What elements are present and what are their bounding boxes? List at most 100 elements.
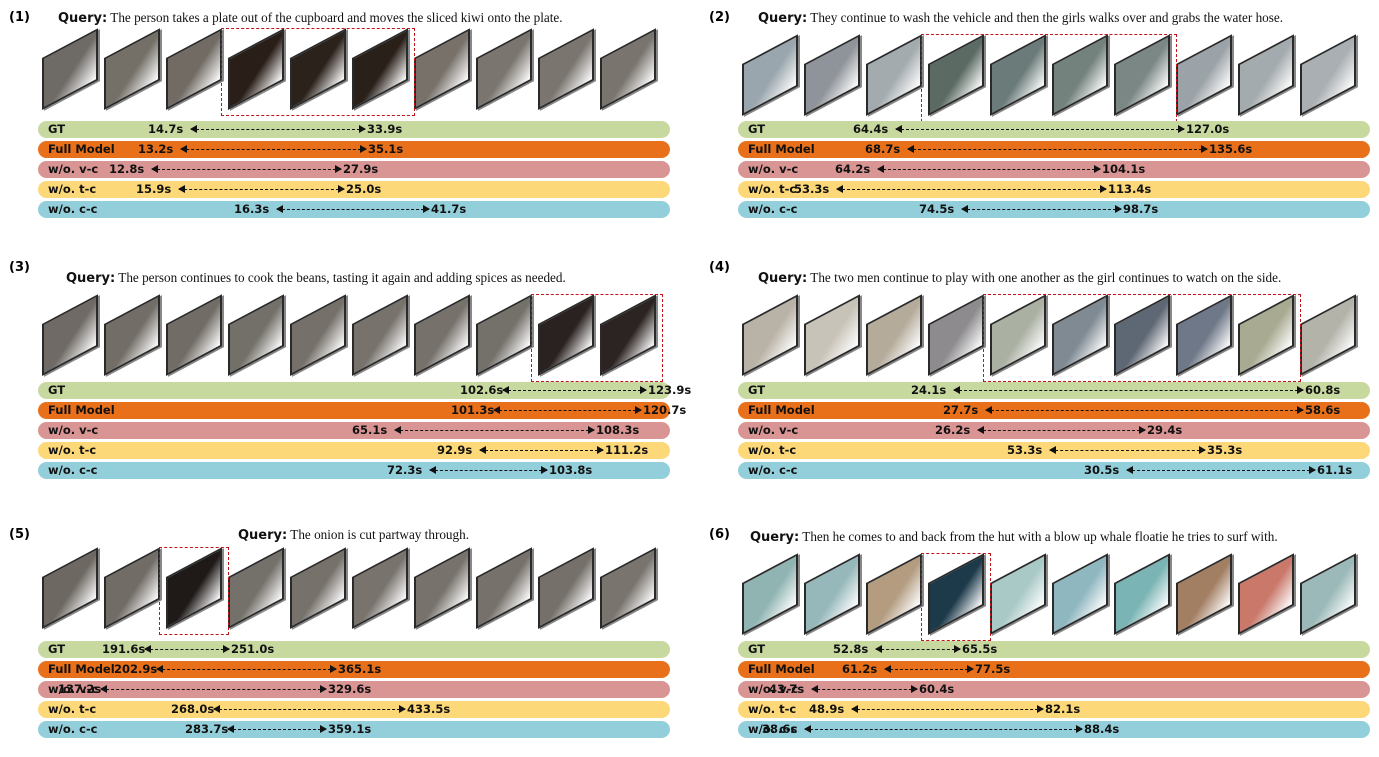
video-frame-thumbnail xyxy=(166,294,222,376)
example-panel-5: (5) Query: The onion is cut partway thro… xyxy=(9,517,678,757)
end-time-label: 25.0s xyxy=(346,182,382,196)
interval-arrow xyxy=(502,386,647,394)
video-frame-thumbnail xyxy=(600,28,656,110)
start-time-label: 137.2s xyxy=(58,682,102,696)
start-time-label: 64.4s xyxy=(853,122,889,136)
query-text: Query: The person continues to cook the … xyxy=(66,270,566,286)
start-time-label: 30.5s xyxy=(1084,463,1120,477)
video-frame-thumbnail xyxy=(1114,553,1170,635)
ground-truth-frames-highlight xyxy=(531,294,663,382)
video-frame-thumbnail xyxy=(290,294,346,376)
interval-arrow xyxy=(479,446,604,454)
video-frame-thumbnail xyxy=(928,294,984,376)
video-frames xyxy=(38,28,670,120)
end-time-label: 58.6s xyxy=(1305,403,1341,417)
row-label: w/o. v-c xyxy=(48,162,99,176)
row-label: GT xyxy=(48,122,66,136)
end-time-label: 88.4s xyxy=(1084,722,1120,736)
prediction-row: w/o. v-c 137.2s 329.6s xyxy=(38,681,670,698)
row-label: w/o. c-c xyxy=(748,463,798,477)
end-time-label: 61.1s xyxy=(1317,463,1353,477)
end-time-label: 41.7s xyxy=(431,202,467,216)
row-label: Full Model xyxy=(48,142,115,156)
end-time-label: 365.1s xyxy=(338,662,382,676)
prediction-row: GT 191.6s 251.0s xyxy=(38,641,670,658)
row-label: w/o. v-c xyxy=(748,682,799,696)
end-time-label: 108.3s xyxy=(596,423,640,437)
row-label: w/o. t-c xyxy=(748,182,797,196)
row-label: GT xyxy=(748,383,766,397)
example-panel-4: (4) Query: The two men continue to play … xyxy=(709,258,1378,498)
video-frame-thumbnail xyxy=(42,28,98,110)
video-frame-thumbnail xyxy=(104,294,160,376)
start-time-label: 16.3s xyxy=(234,202,270,216)
prediction-row: GT 52.8s 65.5s xyxy=(738,641,1370,658)
panel-number: (2) xyxy=(709,10,730,25)
row-label: Full Model xyxy=(748,403,815,417)
prediction-row: Full Model 202.9s 365.1s xyxy=(38,661,670,678)
ground-truth-frames-highlight xyxy=(159,547,229,635)
prediction-row: Full Model 68.7s 135.6s xyxy=(738,141,1370,158)
prediction-row: w/o. c-c 16.3s 41.7s xyxy=(38,201,670,218)
video-frame-thumbnail xyxy=(352,294,408,376)
prediction-row: w/o. t-c 15.9s 25.0s xyxy=(38,181,670,198)
video-frame-thumbnail xyxy=(476,294,532,376)
video-frame-thumbnail xyxy=(414,28,470,110)
end-time-label: 135.6s xyxy=(1209,142,1253,156)
video-frame-thumbnail xyxy=(538,28,594,110)
video-frame-thumbnail xyxy=(104,28,160,110)
start-time-label: 191.6s xyxy=(102,642,146,656)
start-time-label: 24.1s xyxy=(911,383,947,397)
start-time-label: 15.9s xyxy=(136,182,172,196)
video-frame-thumbnail xyxy=(1238,553,1294,635)
query-sentence: The person takes a plate out of the cupb… xyxy=(110,10,563,25)
query-label: Query: xyxy=(750,530,800,545)
query-label: Query: xyxy=(758,11,808,26)
video-frame-thumbnail xyxy=(104,547,160,629)
video-frame-thumbnail xyxy=(1300,294,1356,376)
interval-arrow xyxy=(180,145,367,153)
end-time-label: 329.6s xyxy=(328,682,372,696)
end-time-label: 104.1s xyxy=(1102,162,1146,176)
video-frame-thumbnail xyxy=(1300,34,1356,116)
end-time-label: 98.7s xyxy=(1123,202,1159,216)
video-frame-thumbnail xyxy=(866,294,922,376)
start-time-label: 283.7s xyxy=(185,722,229,736)
interval-arrow xyxy=(953,386,1304,394)
video-frame-thumbnail xyxy=(414,547,470,629)
start-time-label: 38.6s xyxy=(762,722,798,736)
interval-arrow xyxy=(985,406,1304,414)
row-label: w/o. v-c xyxy=(48,423,99,437)
prediction-row: w/o. t-c 53.3s 35.3s xyxy=(738,442,1370,459)
prediction-row: GT 14.7s 33.9s xyxy=(38,121,670,138)
row-label: Full Model xyxy=(748,662,815,676)
prediction-row: w/o. v-c 64.2s 104.1s xyxy=(738,161,1370,178)
prediction-row: Full Model 101.3s 120.7s xyxy=(38,402,686,419)
end-time-label: 111.2s xyxy=(605,443,649,457)
video-frame-thumbnail xyxy=(476,547,532,629)
row-label: Full Model xyxy=(748,142,815,156)
start-time-label: 12.8s xyxy=(109,162,145,176)
row-label: w/o. t-c xyxy=(48,443,97,457)
start-time-label: 43.7s xyxy=(769,682,805,696)
example-panel-6: (6) Query: Then he comes to and back fro… xyxy=(709,517,1378,757)
example-panel-3: (3) Query: The person continues to cook … xyxy=(9,258,691,498)
video-frame-thumbnail xyxy=(600,547,656,629)
interval-arrow xyxy=(804,725,1083,733)
video-frame-thumbnail xyxy=(804,294,860,376)
video-frame-thumbnail xyxy=(1176,553,1232,635)
video-frame-thumbnail xyxy=(42,294,98,376)
end-time-label: 433.5s xyxy=(407,702,451,716)
video-frame-thumbnail xyxy=(804,34,860,116)
panel-number: (5) xyxy=(9,527,30,542)
end-time-label: 120.7s xyxy=(643,403,687,417)
start-time-label: 68.7s xyxy=(865,142,901,156)
interval-arrow xyxy=(877,165,1101,173)
prediction-row: Full Model 61.2s 77.5s xyxy=(738,661,1370,678)
start-time-label: 52.8s xyxy=(833,642,869,656)
interval-arrow xyxy=(977,426,1146,434)
ground-truth-frames-highlight xyxy=(983,294,1301,382)
video-frame-thumbnail xyxy=(538,547,594,629)
query-sentence: Then he comes to and back from the hut w… xyxy=(802,529,1278,544)
end-time-label: 123.9s xyxy=(648,383,692,397)
